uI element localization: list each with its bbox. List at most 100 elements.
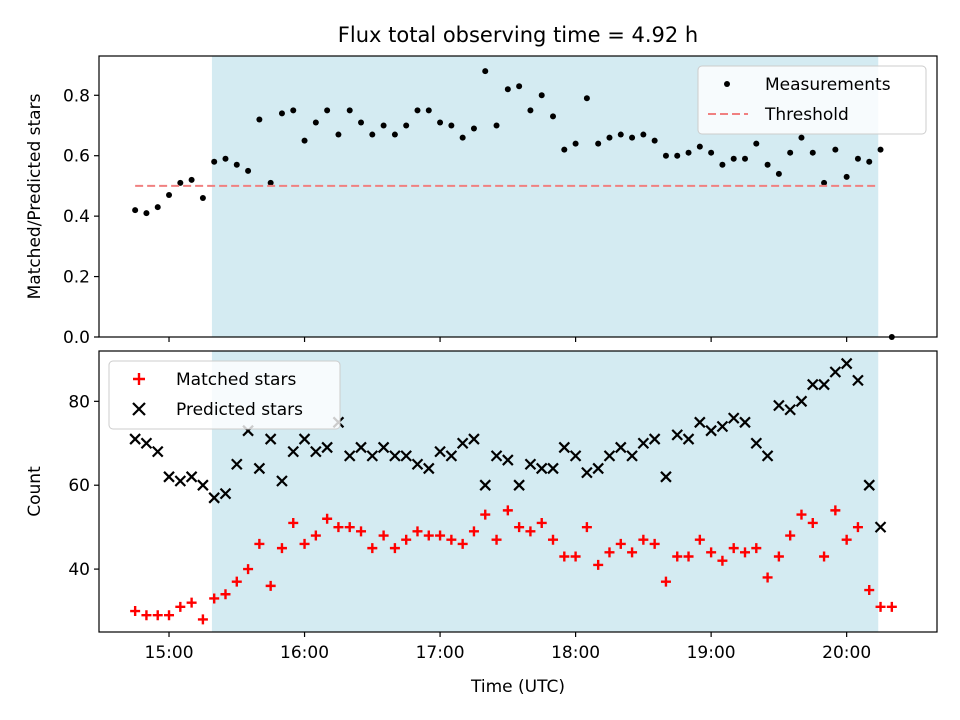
measurement-point	[719, 161, 726, 168]
matched-point	[186, 597, 197, 608]
predicted-point	[490, 450, 503, 462]
legend: Matched stars Predicted stars	[108, 360, 341, 430]
matched-point	[785, 530, 796, 541]
matched-point	[536, 517, 547, 528]
predicted-point	[434, 445, 446, 458]
predicted-point	[298, 433, 311, 445]
matched-point	[638, 534, 649, 545]
predicted-point	[174, 475, 187, 487]
matched-point	[197, 614, 208, 625]
matched-point	[581, 522, 592, 533]
predicted-point	[682, 433, 695, 445]
predicted-point	[513, 479, 525, 491]
legend-measurement-marker	[724, 81, 730, 87]
matched-point	[728, 543, 739, 554]
predicted-point	[547, 462, 559, 475]
predicted-point	[208, 492, 220, 504]
matched-point	[389, 543, 400, 554]
matched-point	[356, 526, 367, 537]
measurement-point	[504, 86, 511, 93]
matched-point	[480, 509, 491, 520]
x-tick-label: 20:00	[822, 643, 871, 663]
predicted-point	[151, 445, 164, 458]
predicted-point	[411, 458, 424, 471]
matched-point	[660, 576, 671, 587]
matched-point	[288, 517, 299, 528]
matched-point	[243, 564, 254, 575]
matched-point	[130, 606, 141, 617]
predicted-point	[603, 450, 616, 462]
matched-point	[706, 547, 717, 558]
x-axis-label: Time (UTC)	[470, 677, 565, 697]
measurement-point	[753, 140, 760, 147]
matched-point	[627, 547, 638, 558]
x-tick-label: 18:00	[551, 643, 600, 663]
predicted-point	[626, 450, 638, 462]
matched-point	[254, 538, 265, 549]
legend-matched-marker	[133, 373, 145, 385]
predicted-point	[739, 416, 751, 429]
matched-point	[299, 538, 310, 549]
measurement-point	[448, 122, 455, 129]
measurement-point	[527, 107, 534, 114]
matched-point	[649, 538, 660, 549]
predicted-point	[852, 374, 864, 387]
x-tick-label: 16:00	[280, 643, 329, 663]
matched-point	[231, 576, 242, 587]
measurement-point	[470, 125, 477, 132]
measurement-point	[425, 107, 432, 114]
matched-point	[276, 543, 287, 554]
y-tick-label: 40	[68, 560, 90, 580]
y-tick-label: 0.4	[63, 207, 90, 227]
y-tick-label: 0.0	[63, 328, 90, 348]
predicted-point	[840, 357, 853, 370]
predicted-point	[784, 403, 796, 416]
measurement-point	[391, 131, 398, 138]
matched-point	[672, 551, 683, 562]
measurement-point	[708, 149, 715, 156]
measurement-point	[346, 107, 353, 114]
predicted-point	[310, 445, 322, 458]
predicted-point	[287, 445, 300, 458]
measurement-point	[685, 149, 692, 156]
predicted-point	[400, 450, 412, 462]
measurement-point	[787, 149, 794, 156]
y-axis-label: Matched/Predicted stars	[25, 93, 45, 299]
measurement-point	[324, 107, 331, 114]
predicted-point	[479, 479, 492, 491]
matched-point	[344, 522, 355, 533]
matched-point	[604, 547, 615, 558]
matched-point	[491, 534, 502, 545]
measurement-point	[380, 122, 387, 129]
legend-label: Predicted stars	[176, 400, 303, 420]
measurement-point	[177, 179, 184, 186]
matched-point	[570, 551, 581, 562]
matched-point	[457, 538, 468, 549]
predicted-point	[727, 412, 740, 424]
measurement-point	[335, 131, 342, 138]
measurement-point	[211, 158, 218, 165]
measurement-point	[267, 179, 274, 186]
x-tick-label: 15:00	[145, 643, 194, 663]
matched-point	[322, 513, 333, 524]
legend-predicted-marker	[132, 402, 146, 416]
measurement-point	[866, 158, 873, 165]
measurement-point	[482, 68, 489, 75]
predicted-point	[389, 450, 401, 462]
measurement-point	[662, 152, 669, 159]
matched-point	[773, 551, 784, 562]
axes-frame	[98, 55, 938, 338]
measurement-point	[414, 107, 421, 114]
measurement-point	[629, 134, 636, 141]
predicted-point	[671, 429, 684, 441]
measurement-point	[843, 173, 850, 180]
measurement-point	[561, 146, 568, 153]
matched-point	[841, 534, 852, 545]
matched-point	[751, 543, 762, 554]
matched-point	[401, 534, 412, 545]
measurement-point	[583, 95, 590, 102]
measurement-point	[222, 155, 229, 162]
measurement-point	[188, 176, 195, 183]
y-tick-label: 80	[68, 392, 90, 412]
measurement-point	[730, 155, 737, 162]
